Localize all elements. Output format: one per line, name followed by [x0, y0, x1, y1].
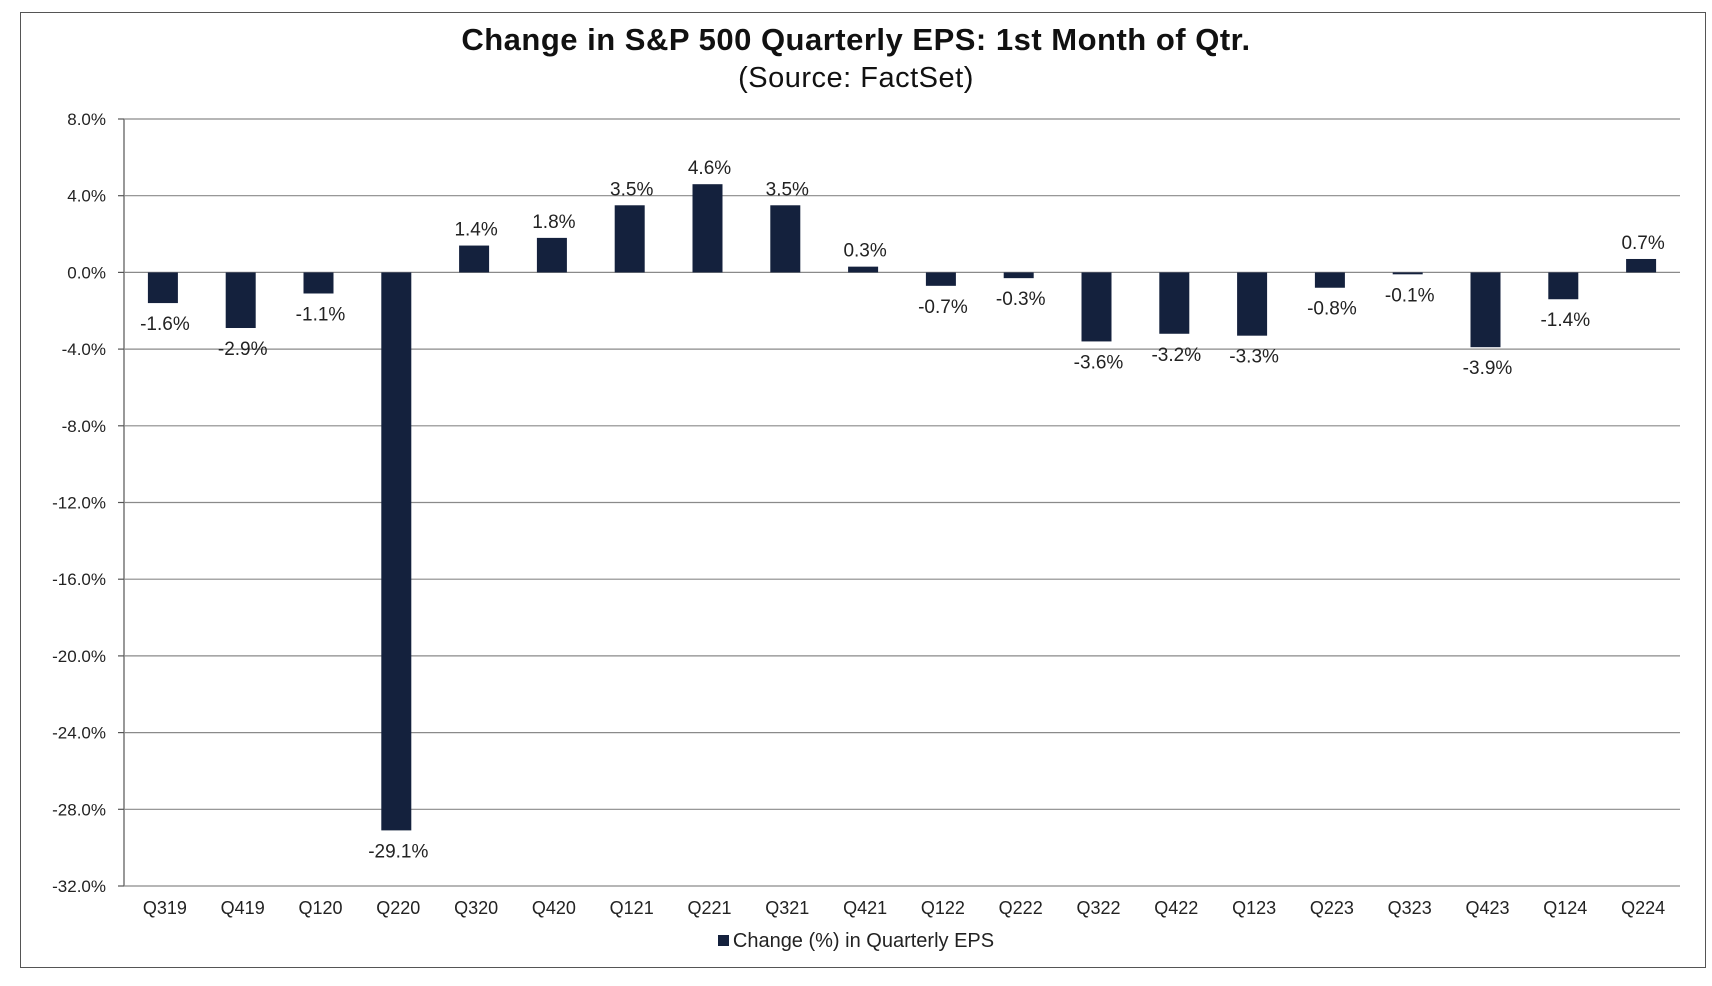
x-tick-label-q420: Q420	[532, 898, 576, 918]
y-tick-label: -24.0%	[52, 724, 106, 743]
bar-q321	[770, 205, 801, 273]
x-tick-label-q319: Q319	[143, 898, 187, 918]
bar-q423	[1470, 272, 1501, 348]
data-label-q122: -0.7%	[918, 297, 968, 318]
bar-q121	[614, 205, 645, 273]
data-label-q423: -3.9%	[1463, 358, 1513, 379]
x-tick-label-q121: Q121	[610, 898, 654, 918]
data-label-q221: 4.6%	[688, 158, 731, 179]
bar-q319	[147, 272, 178, 304]
y-tick-label: 4.0%	[67, 187, 106, 206]
bar-q124	[1548, 272, 1579, 300]
bar-q419	[225, 272, 256, 329]
legend: Change (%) in Quarterly EPS	[0, 930, 1712, 953]
data-label-q323: -0.1%	[1385, 285, 1435, 306]
data-label-q422: -3.2%	[1151, 345, 1201, 366]
data-label-q123: -3.3%	[1229, 347, 1279, 368]
x-tick-label-q320: Q320	[454, 898, 498, 918]
legend-swatch	[717, 935, 729, 946]
x-tick-label-q123: Q123	[1232, 898, 1276, 918]
y-tick-label: -8.0%	[62, 417, 106, 436]
data-label-q322: -3.6%	[1074, 352, 1124, 373]
x-tick-label-q122: Q122	[921, 898, 965, 918]
x-tick-label-q224: Q224	[1621, 898, 1665, 918]
x-tick-label-q223: Q223	[1310, 898, 1354, 918]
y-tick-label: -16.0%	[52, 570, 106, 589]
data-label-q121: 3.5%	[610, 179, 653, 200]
data-labels: -1.6% -2.9% -1.1% -29.1% 1.4% 1.8% 3.5% 4.6% 3.5…	[140, 158, 1665, 862]
data-label-q321: 3.5%	[766, 179, 809, 200]
bars	[147, 184, 1657, 831]
y-tick-label: 0.0%	[67, 263, 106, 282]
data-label-q320: 1.4%	[454, 220, 497, 241]
x-tick-label-q423: Q423	[1465, 898, 1509, 918]
y-tick-label: 8.0%	[67, 110, 106, 129]
y-tick-label: -20.0%	[52, 647, 106, 666]
bar-q122	[925, 272, 956, 286]
x-tick-label-q120: Q120	[298, 898, 342, 918]
data-label-q220: -29.1%	[368, 841, 428, 862]
x-tick-label-q221: Q221	[687, 898, 731, 918]
bar-q421	[848, 266, 879, 273]
data-label-q124: -1.4%	[1540, 310, 1590, 331]
data-label-q319: -1.6%	[140, 314, 190, 335]
bar-q320	[459, 245, 490, 273]
bar-q322	[1081, 272, 1112, 342]
data-label-q120: -1.1%	[296, 304, 346, 325]
data-label-q419: -2.9%	[218, 339, 268, 360]
bar-q221	[692, 184, 723, 273]
x-tick-label-q222: Q222	[999, 898, 1043, 918]
x-tick-label-q124: Q124	[1543, 898, 1587, 918]
chart-title: Change in S&P 500 Quarterly EPS: 1st Mon…	[461, 22, 1251, 57]
bar-q220	[381, 272, 412, 831]
x-axis-ticks: Q319 Q419 Q120 Q220 Q320 Q420 Q121 Q221 Q321 Q421…	[143, 898, 1665, 918]
y-tick-label: -4.0%	[62, 340, 106, 359]
x-tick-label-q422: Q422	[1154, 898, 1198, 918]
bar-q222	[1003, 272, 1034, 279]
bar-q123	[1237, 272, 1268, 336]
y-tick-label: -28.0%	[52, 800, 106, 819]
bar-q323	[1392, 272, 1423, 275]
bar-q224	[1626, 258, 1657, 273]
data-label-q222: -0.3%	[996, 289, 1046, 310]
bar-q120	[303, 272, 334, 294]
data-label-q421: 0.3%	[843, 241, 886, 262]
bar-q223	[1314, 272, 1345, 288]
bar-q422	[1159, 272, 1190, 334]
y-tick-label: -32.0%	[52, 877, 106, 896]
x-tick-label-q220: Q220	[376, 898, 420, 918]
chart-subtitle: (Source: FactSet)	[738, 62, 974, 94]
x-tick-label-q419: Q419	[221, 898, 265, 918]
data-label-q224: 0.7%	[1621, 233, 1664, 254]
legend-label: Change (%) in Quarterly EPS	[732, 930, 995, 952]
x-tick-label-q322: Q322	[1076, 898, 1120, 918]
y-axis-ticks: 8.0% 4.0% 0.0% -4.0% -8.0% -12.0% -16.0% -20.0%…	[52, 110, 106, 896]
data-label-q223: -0.8%	[1307, 299, 1357, 320]
x-tick-label-q323: Q323	[1388, 898, 1432, 918]
data-label-q420: 1.8%	[532, 212, 575, 233]
bar-q420	[536, 237, 567, 273]
x-tick-label-q421: Q421	[843, 898, 887, 918]
chart-frame	[20, 12, 1706, 968]
gridlines	[118, 118, 1680, 887]
y-tick-label: -12.0%	[52, 494, 106, 513]
x-tick-label-q321: Q321	[765, 898, 809, 918]
